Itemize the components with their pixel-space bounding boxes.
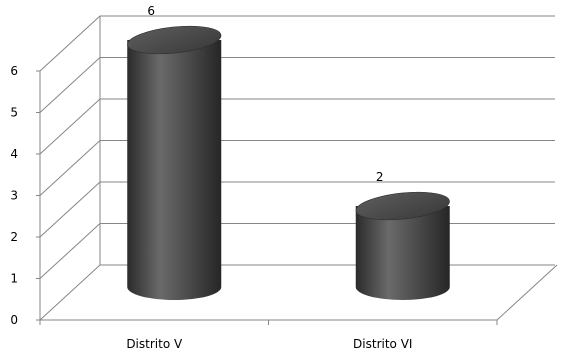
gridline [39, 140, 555, 196]
bar-cap [127, 25, 222, 55]
bars: 62 [127, 4, 450, 300]
bar [355, 191, 450, 300]
gridline [39, 264, 555, 321]
floor-right-edge [496, 264, 558, 321]
y-tick-label: 1 [10, 272, 18, 286]
gridlines [39, 15, 555, 321]
category-label: Distrito VI [353, 337, 412, 351]
x-axis-labels: Distrito V Distrito VI [126, 337, 412, 351]
category-label: Distrito V [126, 337, 183, 351]
y-tick-label: 2 [10, 230, 18, 244]
gridline [39, 57, 555, 113]
gridline [39, 98, 555, 155]
axes [39, 71, 558, 325]
data-label: 2 [376, 170, 384, 184]
data-label: 6 [147, 4, 155, 18]
bar-body [127, 40, 222, 300]
y-tick-label: 0 [10, 313, 18, 327]
y-tick-label: 3 [10, 189, 18, 203]
gridline [39, 223, 555, 279]
y-axis-ticks: 0 1 2 3 4 5 6 [10, 64, 40, 327]
y-tick-label: 6 [10, 64, 18, 78]
bar-cap [355, 191, 450, 221]
gridline [39, 15, 555, 72]
bar [127, 25, 222, 300]
y-tick-label: 5 [10, 106, 18, 120]
bar-body [355, 206, 450, 300]
gridline [39, 181, 555, 238]
y-tick-label: 4 [10, 147, 18, 161]
